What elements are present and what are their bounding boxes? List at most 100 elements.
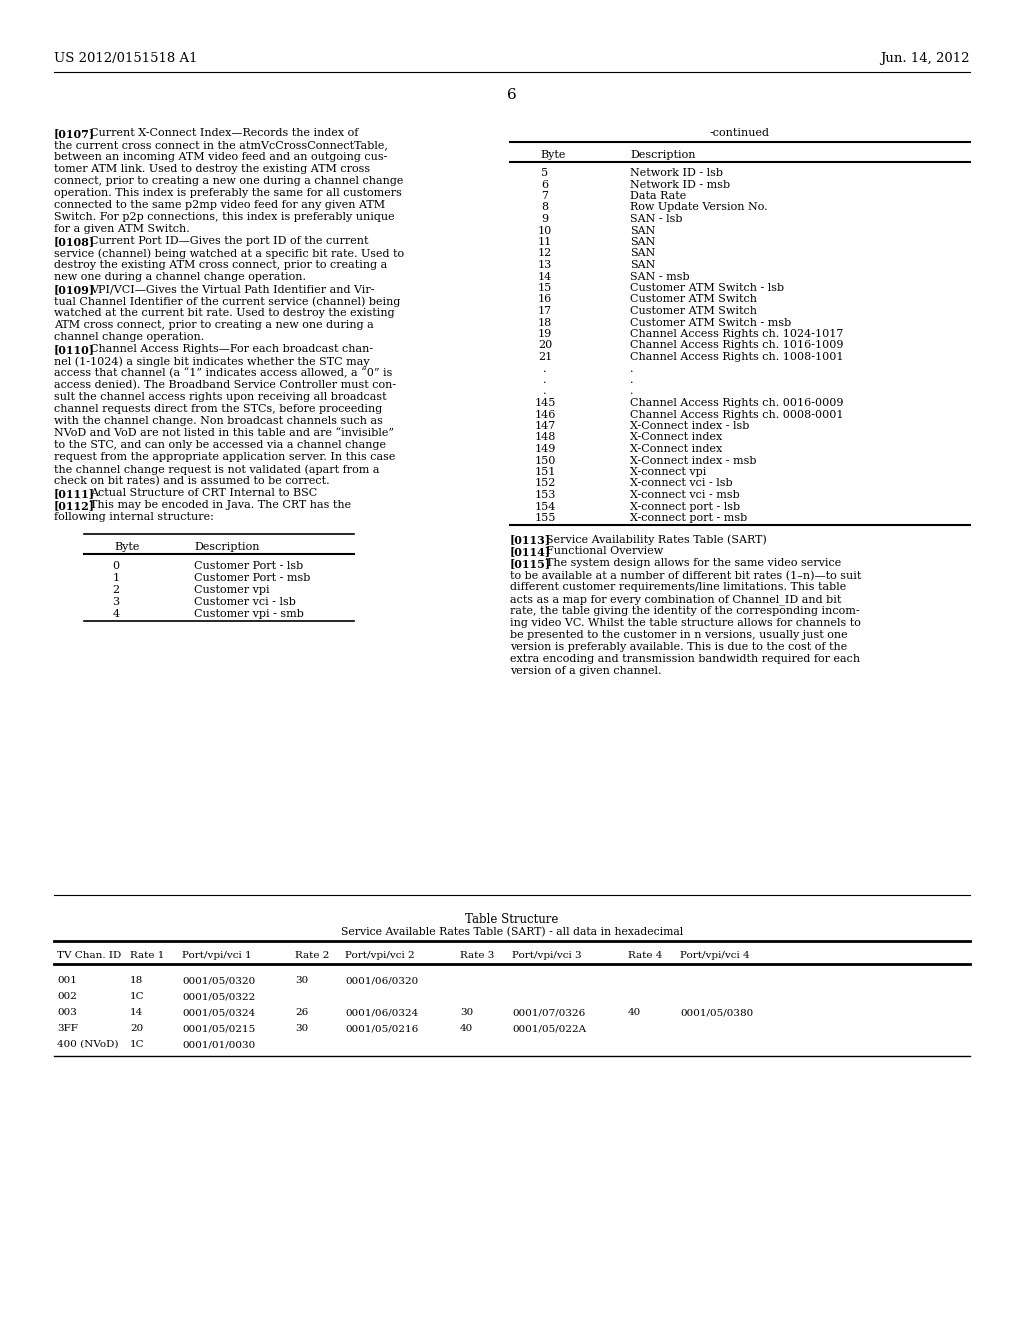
Text: SAN - msb: SAN - msb: [630, 272, 689, 281]
Text: Channel Access Rights ch. 1016-1009: Channel Access Rights ch. 1016-1009: [630, 341, 844, 351]
Text: 0001/05/0320: 0001/05/0320: [182, 975, 255, 985]
Text: 0001/05/0215: 0001/05/0215: [182, 1024, 255, 1034]
Text: Customer Port - lsb: Customer Port - lsb: [194, 561, 303, 572]
Text: 18: 18: [130, 975, 143, 985]
Text: [0107]: [0107]: [54, 128, 95, 139]
Text: [0109]: [0109]: [54, 284, 95, 294]
Text: .: .: [630, 387, 634, 396]
Text: 154: 154: [535, 502, 556, 511]
Text: Actual Structure of CRT Internal to BSC: Actual Structure of CRT Internal to BSC: [90, 488, 317, 498]
Text: 151: 151: [535, 467, 556, 477]
Text: 6: 6: [542, 180, 549, 190]
Text: following internal structure:: following internal structure:: [54, 512, 214, 521]
Text: X-connect vci - lsb: X-connect vci - lsb: [630, 479, 732, 488]
Text: Row Update Version No.: Row Update Version No.: [630, 202, 768, 213]
Text: 7: 7: [542, 191, 549, 201]
Text: SAN: SAN: [630, 260, 655, 271]
Text: Customer ATM Switch - lsb: Customer ATM Switch - lsb: [630, 282, 784, 293]
Text: Customer ATM Switch: Customer ATM Switch: [630, 306, 757, 315]
Text: Customer ATM Switch - msb: Customer ATM Switch - msb: [630, 318, 792, 327]
Text: US 2012/0151518 A1: US 2012/0151518 A1: [54, 51, 198, 65]
Text: to be available at a number of different bit rates (1–n)—to suit: to be available at a number of different…: [510, 570, 861, 581]
Text: SAN - lsb: SAN - lsb: [630, 214, 683, 224]
Text: 152: 152: [535, 479, 556, 488]
Text: acts as a map for every combination of Channel_ID and bit: acts as a map for every combination of C…: [510, 594, 842, 605]
Text: 146: 146: [535, 409, 556, 420]
Text: 3FF: 3FF: [57, 1024, 78, 1034]
Text: 14: 14: [538, 272, 552, 281]
Text: TV Chan. ID: TV Chan. ID: [57, 950, 121, 960]
Text: Rate 1: Rate 1: [130, 950, 165, 960]
Text: 002: 002: [57, 993, 77, 1001]
Text: service (channel) being watched at a specific bit rate. Used to: service (channel) being watched at a spe…: [54, 248, 404, 259]
Text: 20: 20: [538, 341, 552, 351]
Text: 11: 11: [538, 238, 552, 247]
Text: Customer Port - msb: Customer Port - msb: [194, 573, 310, 583]
Text: 0001/05/022A: 0001/05/022A: [512, 1024, 586, 1034]
Text: Customer ATM Switch: Customer ATM Switch: [630, 294, 757, 305]
Text: 1C: 1C: [130, 993, 144, 1001]
Text: sult the channel access rights upon receiving all broadcast: sult the channel access rights upon rece…: [54, 392, 387, 403]
Text: X-connect port - lsb: X-connect port - lsb: [630, 502, 740, 511]
Text: .: .: [630, 363, 634, 374]
Text: the current cross connect in the atmVcCrossConnectTable,: the current cross connect in the atmVcCr…: [54, 140, 388, 150]
Text: The system design allows for the same video service: The system design allows for the same vi…: [546, 558, 842, 569]
Text: 13: 13: [538, 260, 552, 271]
Text: Byte: Byte: [540, 150, 565, 160]
Text: 0001/05/0216: 0001/05/0216: [345, 1024, 418, 1034]
Text: VPI/VCI—Gives the Virtual Path Identifier and Vir-: VPI/VCI—Gives the Virtual Path Identifie…: [90, 284, 375, 294]
Text: Port/vpi/vci 3: Port/vpi/vci 3: [512, 950, 582, 960]
Text: Customer vpi - smb: Customer vpi - smb: [194, 609, 304, 619]
Text: 30: 30: [460, 1008, 473, 1016]
Text: 14: 14: [130, 1008, 143, 1016]
Text: extra encoding and transmission bandwidth required for each: extra encoding and transmission bandwidt…: [510, 655, 860, 664]
Text: -continued: -continued: [710, 128, 770, 139]
Text: [0112]: [0112]: [54, 500, 95, 511]
Text: rate, the table giving the identity of the corresponding incom-: rate, the table giving the identity of t…: [510, 606, 859, 616]
Text: Description: Description: [630, 150, 695, 160]
Text: access that channel (a “1” indicates access allowed, a “0” is: access that channel (a “1” indicates acc…: [54, 368, 392, 379]
Text: 0001/05/0322: 0001/05/0322: [182, 993, 255, 1001]
Text: channel change operation.: channel change operation.: [54, 333, 204, 342]
Text: 20: 20: [130, 1024, 143, 1034]
Text: Channel Access Rights—For each broadcast chan-: Channel Access Rights—For each broadcast…: [90, 345, 373, 354]
Text: be presented to the customer in n versions, usually just one: be presented to the customer in n versio…: [510, 631, 848, 640]
Text: Service Available Rates Table (SART) - all data in hexadecimal: Service Available Rates Table (SART) - a…: [341, 927, 683, 937]
Text: to the STC, and can only be accessed via a channel change: to the STC, and can only be accessed via…: [54, 440, 386, 450]
Text: Rate 2: Rate 2: [295, 950, 330, 960]
Text: [0110]: [0110]: [54, 345, 95, 355]
Text: .: .: [544, 363, 547, 374]
Text: 6: 6: [507, 88, 517, 102]
Text: This may be encoded in Java. The CRT has the: This may be encoded in Java. The CRT has…: [90, 500, 351, 510]
Text: Channel Access Rights ch. 1008-1001: Channel Access Rights ch. 1008-1001: [630, 352, 844, 362]
Text: tual Channel Identifier of the current service (channel) being: tual Channel Identifier of the current s…: [54, 296, 400, 306]
Text: 5: 5: [542, 168, 549, 178]
Text: .: .: [544, 387, 547, 396]
Text: X-Connect index - lsb: X-Connect index - lsb: [630, 421, 750, 432]
Text: 18: 18: [538, 318, 552, 327]
Text: 147: 147: [535, 421, 556, 432]
Text: [0108]: [0108]: [54, 236, 95, 247]
Text: 2: 2: [113, 585, 120, 595]
Text: with the channel change. Non broadcast channels such as: with the channel change. Non broadcast c…: [54, 416, 383, 426]
Text: operation. This index is preferably the same for all customers: operation. This index is preferably the …: [54, 187, 401, 198]
Text: 10: 10: [538, 226, 552, 235]
Text: Data Rate: Data Rate: [630, 191, 686, 201]
Text: Table Structure: Table Structure: [465, 913, 559, 927]
Text: [0115]: [0115]: [510, 558, 551, 569]
Text: Byte: Byte: [114, 543, 139, 552]
Text: Port/vpi/vci 1: Port/vpi/vci 1: [182, 950, 252, 960]
Text: Network ID - msb: Network ID - msb: [630, 180, 730, 190]
Text: Functional Overview: Functional Overview: [546, 546, 664, 557]
Text: tomer ATM link. Used to destroy the existing ATM cross: tomer ATM link. Used to destroy the exis…: [54, 164, 370, 174]
Text: 9: 9: [542, 214, 549, 224]
Text: for a given ATM Switch.: for a given ATM Switch.: [54, 224, 189, 234]
Text: Network ID - lsb: Network ID - lsb: [630, 168, 723, 178]
Text: 149: 149: [535, 444, 556, 454]
Text: Customer vpi: Customer vpi: [194, 585, 269, 595]
Text: version of a given channel.: version of a given channel.: [510, 667, 662, 676]
Text: 8: 8: [542, 202, 549, 213]
Text: connected to the same p2mp video feed for any given ATM: connected to the same p2mp video feed fo…: [54, 201, 385, 210]
Text: 19: 19: [538, 329, 552, 339]
Text: SAN: SAN: [630, 238, 655, 247]
